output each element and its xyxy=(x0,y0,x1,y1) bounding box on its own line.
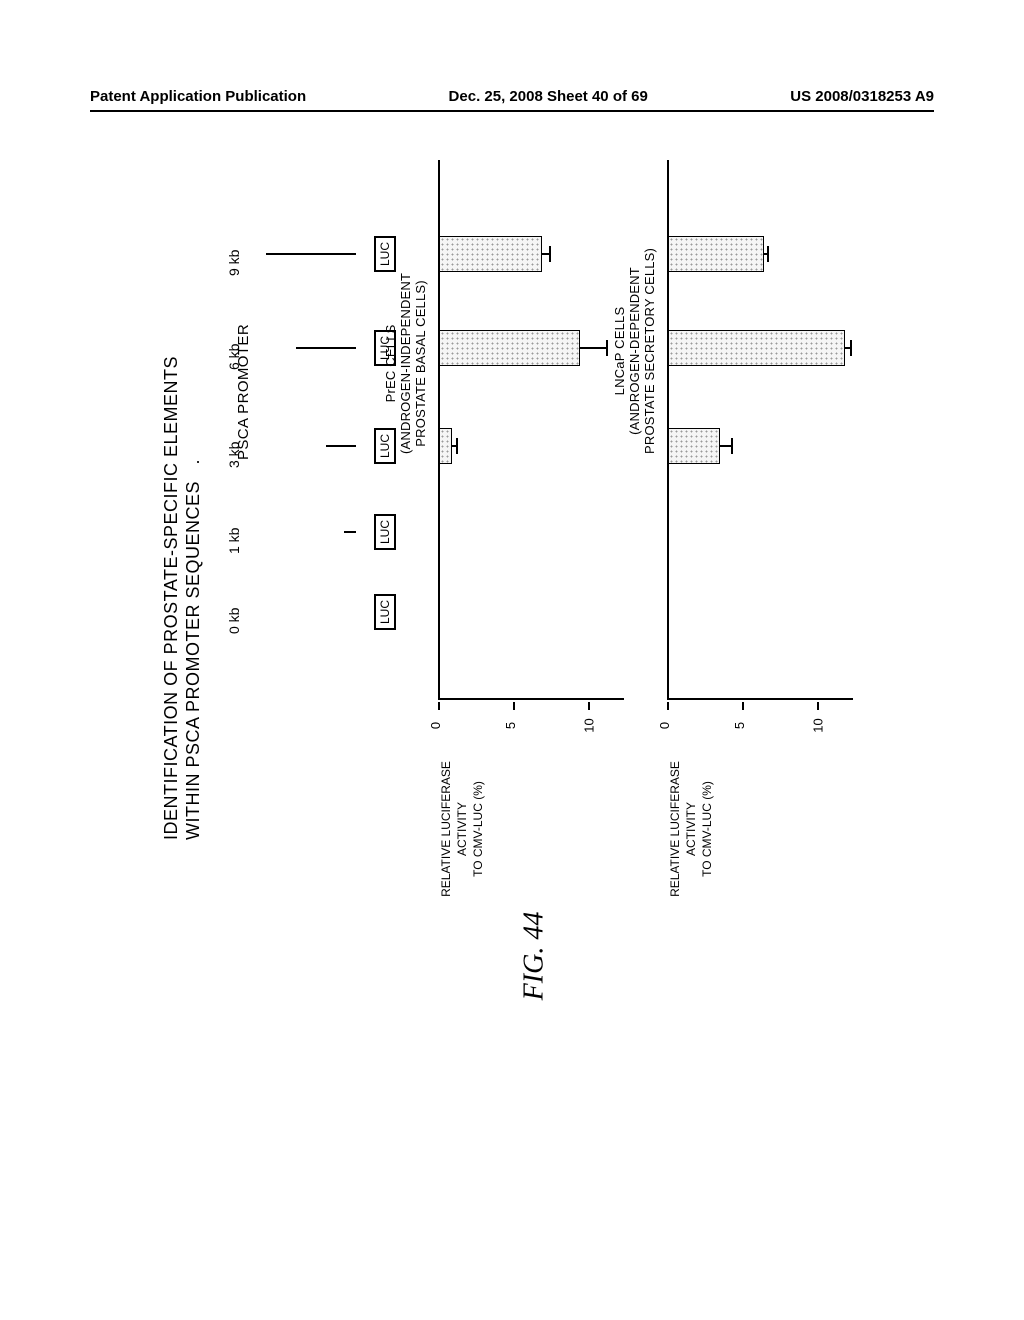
axis-label: RELATIVE LUCIFERASE ACTIVITYTO CMV-LUC (… xyxy=(438,734,486,924)
construct-label: 1 kb xyxy=(226,528,242,554)
header-center: Dec. 25, 2008 Sheet 40 of 69 xyxy=(449,88,648,105)
error-cap xyxy=(767,246,769,262)
axis-tick xyxy=(667,702,669,710)
construct-label: 9 kb xyxy=(226,250,242,276)
promoter-line xyxy=(344,531,356,533)
luc-label: LUC xyxy=(378,600,392,624)
luc-box: LUC xyxy=(374,236,396,272)
bar xyxy=(669,330,845,366)
promoter-line xyxy=(326,445,356,447)
figure-number: FIG. 44 xyxy=(518,912,550,1001)
error-cap xyxy=(850,340,852,356)
luc-box: LUC xyxy=(374,594,396,630)
chart-prec-title: PrEC CELLS (ANDROGEN-INDEPENDENT PROSTAT… xyxy=(383,273,428,454)
axis-tick-label: 0 xyxy=(657,722,672,729)
error-bar xyxy=(580,347,607,349)
bar xyxy=(440,236,542,272)
header-rule xyxy=(90,110,934,112)
luc-label: LUC xyxy=(378,520,392,544)
bar xyxy=(440,330,580,366)
error-cap xyxy=(606,340,608,356)
chart-prec: PrEC CELLS (ANDROGEN-INDEPENDENT PROSTAT… xyxy=(416,160,631,1020)
construct-label: 3 kb xyxy=(226,442,242,468)
error-cap xyxy=(456,438,458,454)
figure-title: IDENTIFICATION OF PROSTATE-SPECIFIC ELEM… xyxy=(160,356,204,840)
bar xyxy=(669,428,720,464)
axis-tick-label: 5 xyxy=(732,722,747,729)
luc-label: LUC xyxy=(378,242,392,266)
axis-tick-label: 10 xyxy=(582,718,597,732)
chart-lncap-title: LNCaP CELLS (ANDROGEN-DEPENDENT PROSTATE… xyxy=(612,248,657,454)
page-header: Patent Application Publication Dec. 25, … xyxy=(90,88,934,105)
axis-tick xyxy=(513,702,515,710)
header-left: Patent Application Publication xyxy=(90,88,306,105)
bar xyxy=(440,428,452,464)
error-cap xyxy=(549,246,551,262)
construct-row: 6 kbLUC xyxy=(256,330,396,366)
construct-label: 6 kb xyxy=(226,344,242,370)
axis-tick xyxy=(588,702,590,710)
construct-row: 9 kbLUC xyxy=(256,236,396,272)
axis-tick xyxy=(742,702,744,710)
luc-box: LUC xyxy=(374,514,396,550)
construct-row: 1 kbLUC xyxy=(256,514,396,550)
construct-label: 0 kb xyxy=(226,608,242,634)
error-cap xyxy=(731,438,733,454)
axis-tick xyxy=(438,702,440,710)
axis-tick-label: 10 xyxy=(811,718,826,732)
header-right: US 2008/0318253 A9 xyxy=(790,88,934,105)
bar xyxy=(669,236,764,272)
charts-row: PSCA PROMOTER 0 kbLUC1 kbLUC3 kbLUC6 kbL… xyxy=(240,160,860,1020)
construct-column: PSCA PROMOTER 0 kbLUC1 kbLUC3 kbLUC6 kbL… xyxy=(240,160,406,1020)
axis-tick-label: 5 xyxy=(503,722,518,729)
axis-label: RELATIVE LUCIFERASE ACTIVITYTO CMV-LUC (… xyxy=(667,734,715,924)
promoter-line xyxy=(266,253,356,255)
chart-lncap: LNCaP CELLS (ANDROGEN-DEPENDENT PROSTATE… xyxy=(645,160,860,1020)
axis-tick xyxy=(817,702,819,710)
construct-row: 3 kbLUC xyxy=(256,428,396,464)
figure-area: IDENTIFICATION OF PROSTATE-SPECIFIC ELEM… xyxy=(160,160,860,1020)
promoter-line xyxy=(296,347,356,349)
construct-row: 0 kbLUC xyxy=(256,594,396,630)
axis-tick-label: 0 xyxy=(428,722,443,729)
